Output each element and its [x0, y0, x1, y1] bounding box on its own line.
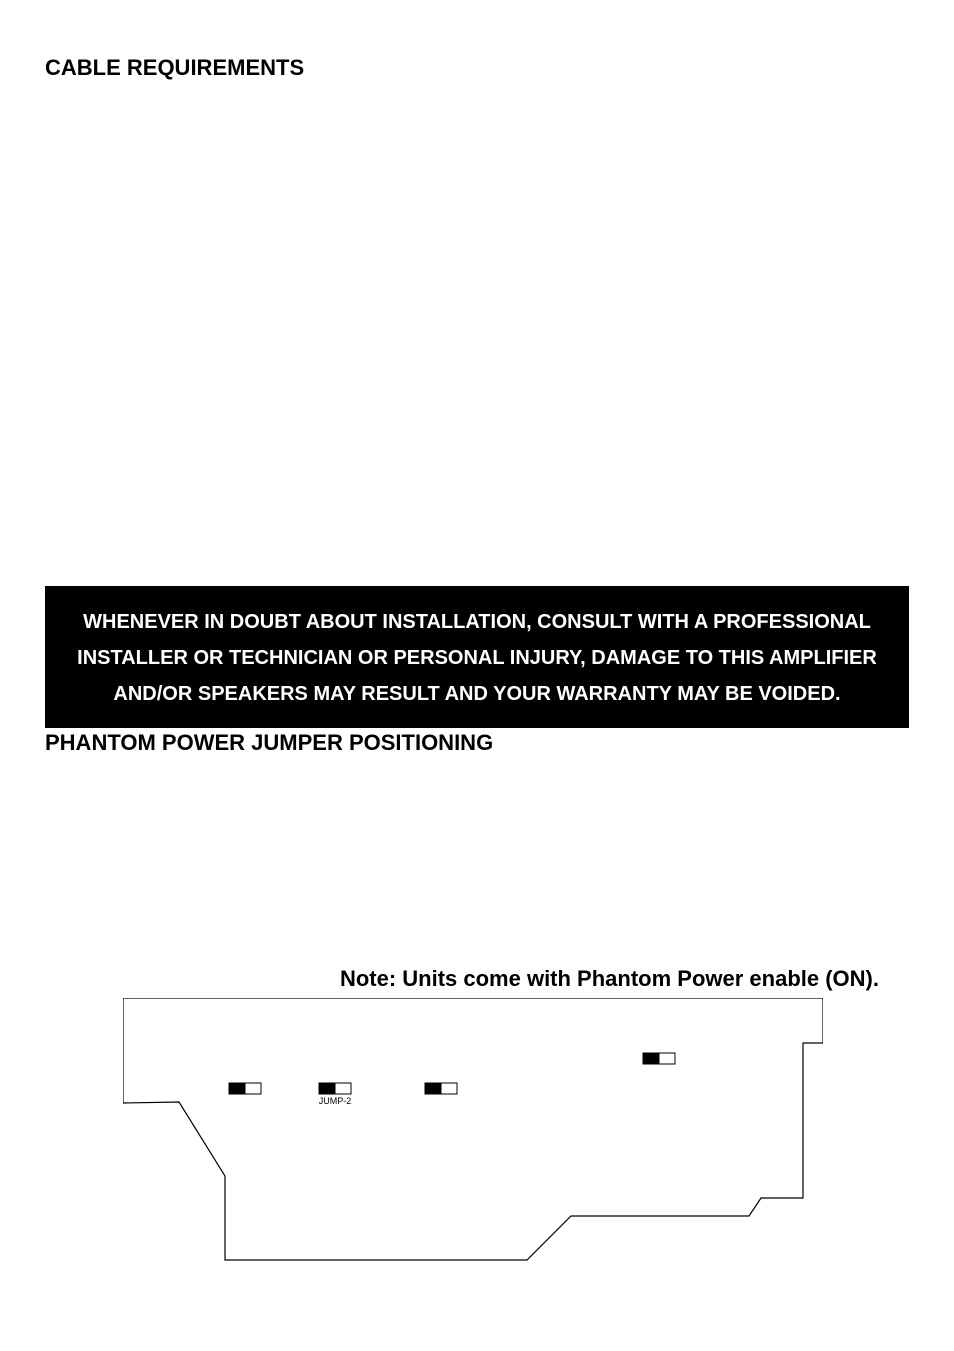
warning-line-2: INSTALLER OR TECHNICIAN OR PERSONAL INJU…: [75, 640, 879, 676]
spacer: [45, 81, 909, 586]
svg-text:JUMP-2: JUMP-2: [319, 1096, 352, 1106]
pcb-outline-svg: JUMP-2: [123, 998, 823, 1288]
heading-cable-requirements: CABLE REQUIREMENTS: [45, 55, 909, 81]
pcb-diagram: JUMP-2: [123, 998, 823, 1288]
note-phantom-power: Note: Units come with Phantom Power enab…: [45, 966, 909, 992]
document-page: CABLE REQUIREMENTS WHENEVER IN DOUBT ABO…: [0, 0, 954, 1351]
warning-line-3: AND/OR SPEAKERS MAY RESULT AND YOUR WARR…: [75, 676, 879, 712]
warning-line-1: WHENEVER IN DOUBT ABOUT INSTALLATION, CO…: [75, 604, 879, 640]
heading-phantom-power: PHANTOM POWER JUMPER POSITIONING: [45, 730, 909, 756]
warning-callout: WHENEVER IN DOUBT ABOUT INSTALLATION, CO…: [45, 586, 909, 728]
spacer: [45, 756, 909, 966]
